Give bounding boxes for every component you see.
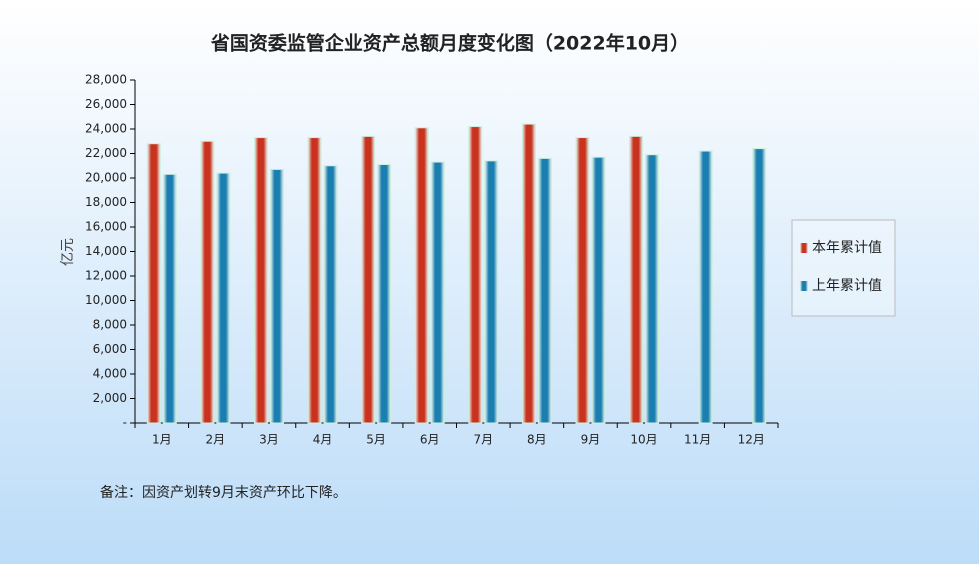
x-tick-label: 9月: [581, 433, 601, 447]
bar: [468, 126, 483, 424]
y-tick-label: 14,000: [85, 244, 127, 258]
x-tick-label: 5月: [366, 433, 386, 447]
y-tick-label: 2,000: [93, 391, 127, 405]
bar: [361, 135, 376, 424]
bar: [162, 173, 177, 424]
legend-swatch: [800, 281, 808, 291]
chart-title: 省国资委监管企业资产总额月度变化图（2022年10月）: [210, 32, 689, 55]
y-tick-label: 24,000: [85, 122, 127, 136]
x-tick-label: 8月: [527, 433, 547, 447]
x-tick-label: 1月: [152, 433, 172, 447]
x-tick-label: 6月: [420, 433, 440, 447]
legend-label: 本年累计值: [812, 240, 882, 256]
legend-label: 上年累计值: [812, 278, 882, 294]
legend-swatch: [800, 243, 808, 253]
y-tick-label: 8,000: [93, 318, 127, 332]
y-tick-label: 26,000: [85, 97, 127, 111]
bar: [216, 172, 231, 424]
note: 备注：因资产划转9月末资产环比下降。: [100, 484, 347, 501]
y-tick-label: 22,000: [85, 146, 127, 160]
bar: [484, 160, 499, 424]
bar: [629, 135, 644, 424]
y-tick-label: 20,000: [85, 171, 127, 185]
bar: [752, 148, 767, 424]
x-tick-label: 10月: [630, 433, 657, 447]
bar: [698, 150, 713, 424]
y-tick-label: 4,000: [93, 367, 127, 381]
legend-box: [791, 219, 896, 317]
y-tick-label: 16,000: [85, 220, 127, 234]
bar: [537, 157, 552, 424]
y-tick-label: 10,000: [85, 293, 127, 307]
bar: [414, 127, 429, 424]
bar: [323, 165, 338, 424]
bar: [377, 164, 392, 424]
bar: [521, 123, 536, 424]
x-tick-label: 7月: [473, 433, 493, 447]
bar: [200, 140, 215, 424]
y-tick-label: 18,000: [85, 195, 127, 209]
bar: [430, 161, 445, 424]
bar: [591, 156, 606, 424]
x-tick-label: 3月: [259, 433, 279, 447]
bar: [253, 137, 268, 424]
bar: [146, 143, 161, 424]
bar: [269, 168, 284, 424]
x-tick-label: 4月: [313, 433, 333, 447]
x-tick-label: 2月: [206, 433, 226, 447]
bar: [307, 137, 322, 424]
bar: [645, 154, 660, 424]
x-tick-label: 11月: [684, 433, 711, 447]
x-tick-label: 12月: [738, 433, 765, 447]
y-tick-label: 12,000: [85, 269, 127, 283]
y-tick-label: 28,000: [85, 73, 127, 87]
y-tick-label: 6,000: [93, 342, 127, 356]
y-tick-label: -: [123, 416, 127, 430]
bar: [575, 137, 590, 424]
y-axis-label: 亿元: [60, 238, 76, 266]
